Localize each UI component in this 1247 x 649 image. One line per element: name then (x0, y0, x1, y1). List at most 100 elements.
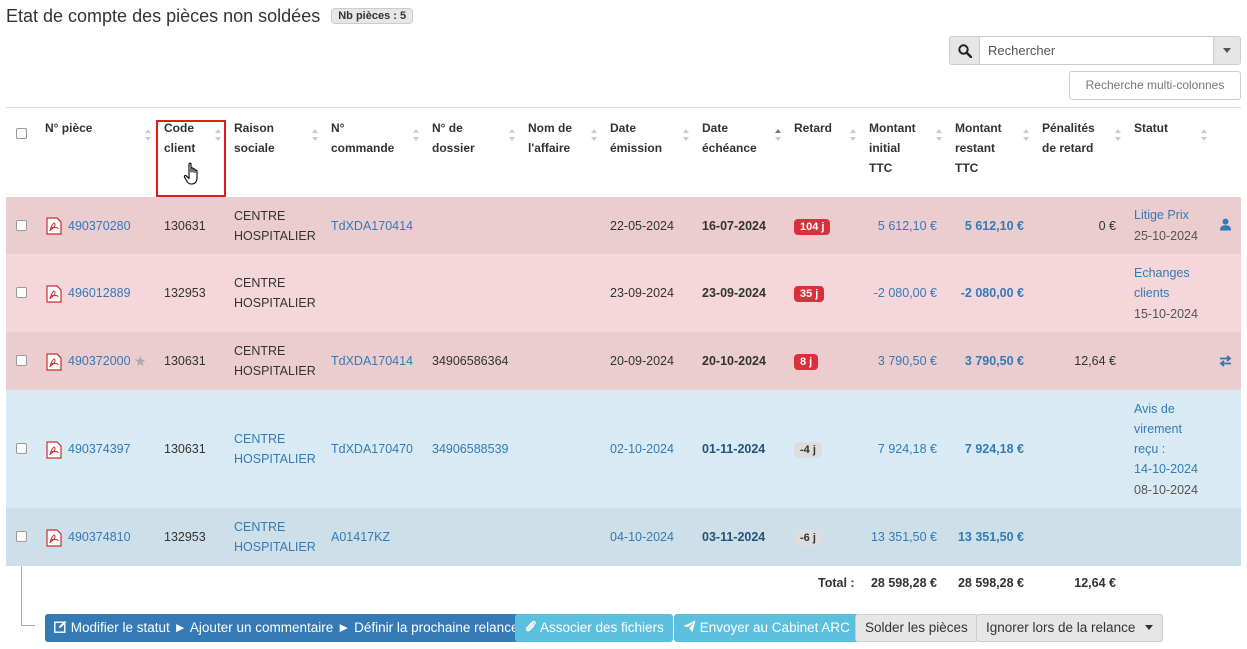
client-code: 130631 (164, 219, 206, 233)
sort-icon[interactable] (311, 129, 319, 143)
star-icon[interactable]: ★ (134, 353, 147, 369)
multi-column-search-button[interactable]: Recherche multi-colonnes (1069, 71, 1241, 100)
sort-icon[interactable] (1200, 129, 1208, 143)
selection-tree-elbow (21, 625, 35, 626)
send-to-cabinet-button[interactable]: Envoyer au Cabinet ARC (674, 614, 859, 642)
highlight-box (156, 120, 226, 197)
sort-icon[interactable] (1022, 129, 1030, 143)
row-checkbox[interactable] (16, 531, 27, 542)
order-number-link[interactable]: A01417KZ (331, 530, 391, 544)
transfer-icon[interactable] (1219, 355, 1232, 367)
piece-number-link[interactable]: 496012889 (68, 286, 131, 300)
hand-cursor-icon (183, 162, 198, 185)
page-title: Etat de compte des pièces non soldées Nb… (6, 6, 414, 27)
table-row[interactable]: 490372000 ★ 130631 CENTRE HOSPITALIER TdX… (6, 332, 1241, 390)
sort-icon[interactable] (412, 129, 420, 143)
status-date: 25-10-2024 (1134, 229, 1198, 243)
raison-sociale: CENTRE HOSPITALIER (234, 344, 316, 378)
col-header-affaire[interactable]: Nom de l'affaire (528, 121, 573, 155)
emission-date: 02-10-2024 (610, 442, 674, 456)
table-row[interactable]: 490374810 132953 CENTRE HOSPITALIER A0141… (6, 508, 1241, 566)
sort-icon[interactable] (214, 129, 222, 143)
row-checkbox[interactable] (16, 287, 27, 298)
due-date: 01-11-2024 (702, 442, 766, 456)
col-header-montant-initial[interactable]: Montant initial TTC (869, 121, 916, 175)
client-code: 132953 (164, 286, 206, 300)
pdf-icon[interactable] (46, 529, 62, 547)
emission-date: 04-10-2024 (610, 530, 674, 544)
raison-sociale: CENTRE HOSPITALIER (234, 209, 316, 243)
file-number-link[interactable]: 34906588539 (432, 442, 509, 456)
total-remaining: 28 598,28 € (957, 576, 1024, 590)
paper-plane-icon (683, 620, 696, 632)
col-header-emission[interactable]: Date émission (610, 121, 663, 155)
emission-date: 23-09-2024 (610, 286, 674, 300)
order-number-link[interactable]: TdXDA170470 (331, 442, 414, 456)
table-row[interactable]: 496012889 132953 CENTRE HOSPITALIER 23-09… (6, 254, 1241, 332)
raison-sociale-link[interactable]: CENTRE HOSPITALIER (234, 432, 316, 466)
row-checkbox[interactable] (16, 355, 27, 366)
client-code: 130631 (164, 442, 206, 456)
sort-icon[interactable] (1114, 129, 1122, 143)
table-row[interactable]: 490370280 130631 CENTRE HOSPITALIER TdXDA… (6, 197, 1241, 254)
search-dropdown-button[interactable] (1213, 37, 1240, 64)
user-icon[interactable] (1219, 218, 1232, 231)
piece-number-link[interactable]: 490374810 (68, 530, 131, 544)
col-header-echeance[interactable]: Date échéance (702, 121, 757, 155)
order-number-link[interactable]: TdXDA170414 (331, 219, 414, 233)
col-header-statut[interactable]: Statut (1134, 121, 1168, 135)
ignore-reminder-dropdown[interactable]: Ignorer lors de la relance (976, 614, 1164, 642)
chevron-down-icon (1223, 48, 1231, 53)
col-header-penalites[interactable]: Pénalités de retard (1042, 121, 1095, 155)
table-row[interactable]: 490374397 130631 CENTRE HOSPITALIER TdXDA… (6, 390, 1241, 508)
sort-icon[interactable] (935, 129, 943, 143)
sort-icon[interactable] (682, 129, 690, 143)
modify-status-button[interactable]: Modifier le statut ► Ajouter un commenta… (45, 614, 528, 642)
edit-icon (54, 620, 67, 633)
delay-badge: 104 j (794, 216, 831, 236)
total-penalties: 12,64 € (1074, 576, 1116, 590)
sort-icon[interactable] (144, 129, 152, 143)
col-header-montant-restant[interactable]: Montant restant TTC (955, 121, 1002, 175)
sort-icon[interactable] (590, 129, 598, 143)
remaining-amount: 13 351,50 € (957, 530, 1024, 544)
remaining-amount: 5 612,10 € (964, 219, 1024, 233)
pdf-icon[interactable] (46, 285, 62, 303)
col-header-piece[interactable]: N° pièce (45, 121, 93, 135)
status-date: 08-10-2024 (1134, 483, 1198, 497)
page-title-text: Etat de compte des pièces non soldées (6, 6, 321, 26)
search-input[interactable] (980, 37, 1213, 64)
sort-asc-icon[interactable] (774, 129, 782, 143)
pdf-icon[interactable] (46, 217, 62, 235)
status-link[interactable]: Avis de virement reçu :14-10-2024 (1134, 402, 1198, 476)
attach-files-button[interactable]: Associer des fichiers (515, 614, 673, 642)
row-checkbox[interactable] (16, 220, 27, 231)
status-link[interactable]: Litige Prix (1134, 208, 1189, 222)
raison-sociale: CENTRE HOSPITALIER (234, 276, 316, 310)
sort-icon[interactable] (849, 129, 857, 143)
status-date: 15-10-2024 (1134, 307, 1198, 321)
piece-number-link[interactable]: 490372000 (68, 354, 131, 368)
piece-number-link[interactable]: 490374397 (68, 442, 131, 456)
pdf-icon[interactable] (46, 441, 62, 459)
col-header-code-client[interactable]: Code client (164, 121, 196, 155)
col-header-raison-sociale[interactable]: Raison sociale (234, 121, 275, 155)
pdf-icon[interactable] (46, 353, 62, 371)
order-number-link[interactable]: TdXDA170414 (331, 354, 414, 368)
piece-number-link[interactable]: 490370280 (68, 219, 131, 233)
settle-pieces-button[interactable]: Solder les pièces (855, 614, 978, 642)
sort-icon[interactable] (508, 129, 516, 143)
select-all-checkbox[interactable] (16, 128, 27, 139)
col-header-commande[interactable]: N° commande (331, 121, 395, 155)
status-link[interactable]: Echanges clients (1134, 266, 1190, 300)
penalties-amount: 0 € (1098, 219, 1116, 233)
initial-amount: 13 351,50 € (870, 530, 937, 544)
row-checkbox[interactable] (16, 443, 27, 454)
raison-sociale-link[interactable]: CENTRE HOSPITALIER (234, 520, 316, 554)
due-date: 23-09-2024 (702, 286, 766, 300)
col-header-dossier[interactable]: N° de dossier (432, 121, 475, 155)
delay-badge: -4 j (794, 439, 822, 459)
due-date: 03-11-2024 (702, 530, 766, 544)
col-header-retard[interactable]: Retard (794, 121, 833, 135)
remaining-amount: 7 924,18 € (964, 442, 1024, 456)
